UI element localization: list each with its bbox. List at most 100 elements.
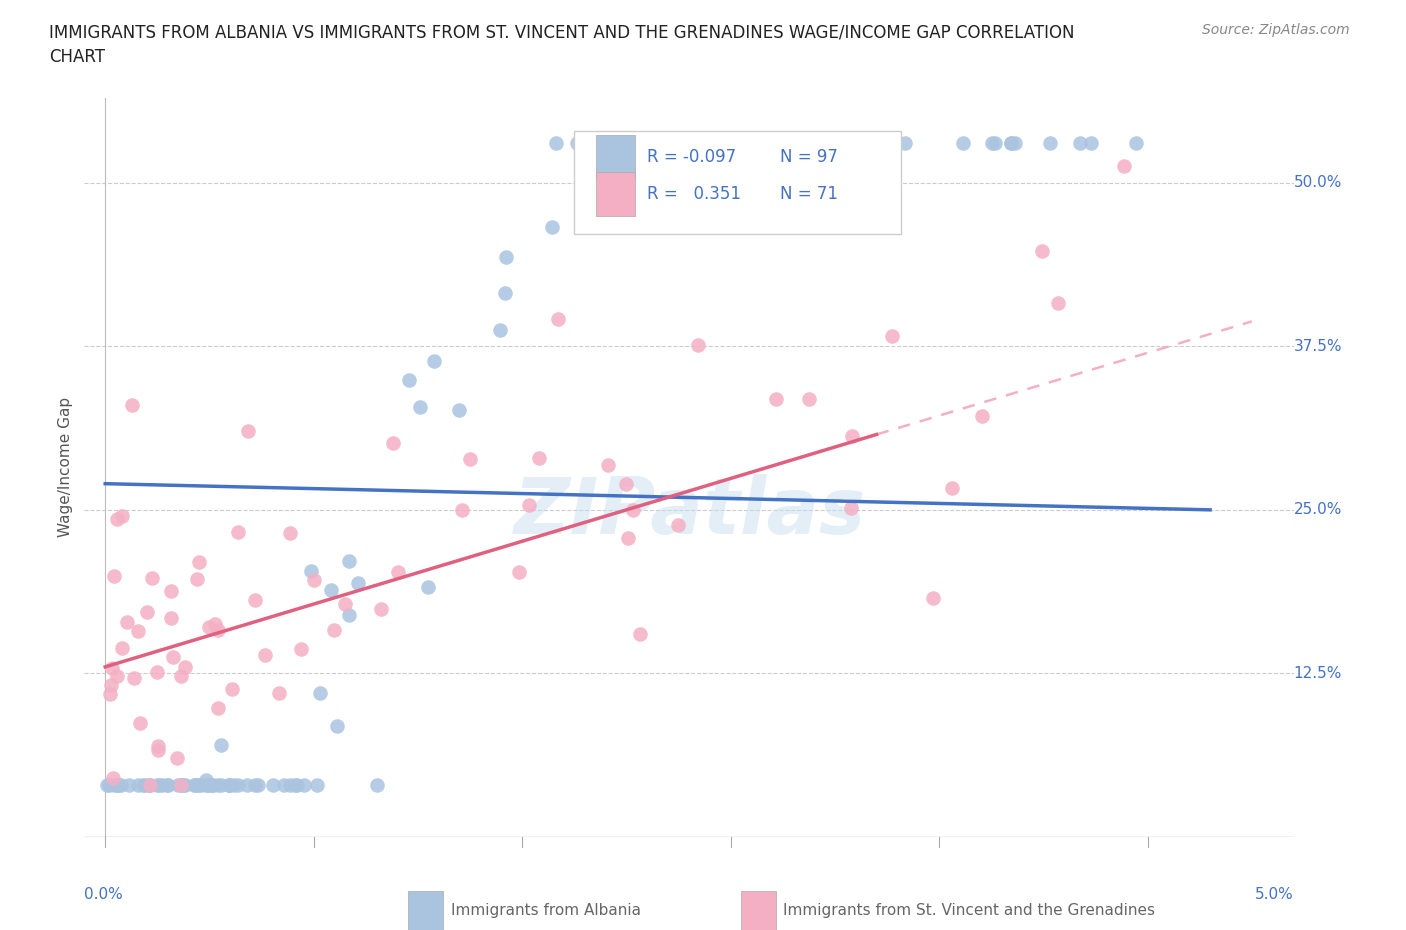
Point <box>174 777 197 792</box>
Point <box>132 777 155 792</box>
Point <box>319 583 342 598</box>
Point <box>148 777 170 792</box>
Point <box>159 584 181 599</box>
Point <box>765 392 787 406</box>
Point <box>148 738 170 753</box>
Point <box>1112 159 1135 174</box>
Point <box>157 777 180 792</box>
Point <box>197 777 219 792</box>
Point <box>201 777 224 792</box>
Text: CHART: CHART <box>49 48 105 66</box>
Point <box>308 685 330 700</box>
FancyBboxPatch shape <box>596 172 634 216</box>
Text: IMMIGRANTS FROM ALBANIA VS IMMIGRANTS FROM ST. VINCENT AND THE GRENADINES WAGE/I: IMMIGRANTS FROM ALBANIA VS IMMIGRANTS FR… <box>49 23 1074 41</box>
Point <box>302 572 325 587</box>
Point <box>141 570 163 585</box>
Point <box>262 777 284 792</box>
Point <box>103 777 125 792</box>
Point <box>450 503 472 518</box>
Point <box>718 136 741 151</box>
Point <box>194 777 217 792</box>
Point <box>517 498 540 512</box>
Point <box>337 608 360 623</box>
Point <box>381 436 404 451</box>
Point <box>207 622 229 637</box>
Point <box>139 777 162 792</box>
FancyBboxPatch shape <box>741 891 776 930</box>
Point <box>194 773 217 788</box>
Point <box>366 777 388 792</box>
Point <box>527 450 550 465</box>
Point <box>984 136 1007 151</box>
Point <box>578 138 600 153</box>
Point <box>183 777 205 792</box>
Point <box>1069 136 1091 151</box>
Point <box>117 615 139 630</box>
Point <box>1031 244 1053 259</box>
Point <box>100 678 122 693</box>
Point <box>207 777 229 792</box>
Point <box>169 669 191 684</box>
Point <box>508 565 530 579</box>
Point <box>398 372 420 387</box>
Point <box>278 777 301 792</box>
Point <box>307 777 329 792</box>
Point <box>209 737 232 752</box>
Point <box>458 451 481 466</box>
Point <box>111 641 134 656</box>
Point <box>299 564 322 578</box>
Point <box>148 742 170 757</box>
Text: R =   0.351: R = 0.351 <box>647 185 741 203</box>
Point <box>105 777 128 792</box>
Point <box>706 136 728 151</box>
Point <box>183 777 205 792</box>
Point <box>122 671 145 685</box>
Point <box>731 136 754 151</box>
Point <box>190 777 212 792</box>
Point <box>226 777 249 792</box>
Point <box>598 458 620 472</box>
Point <box>544 136 567 151</box>
Point <box>370 601 392 616</box>
Point <box>489 323 512 338</box>
Text: 12.5%: 12.5% <box>1294 666 1341 681</box>
Point <box>127 777 149 792</box>
Point <box>160 611 183 626</box>
Point <box>893 136 915 151</box>
Point <box>172 777 194 792</box>
Point <box>593 136 616 151</box>
Point <box>107 777 129 792</box>
Point <box>207 700 229 715</box>
Point <box>273 777 295 792</box>
Point <box>136 605 159 620</box>
Text: Immigrants from Albania: Immigrants from Albania <box>451 903 641 919</box>
Point <box>156 777 179 792</box>
Point <box>186 777 208 792</box>
Point <box>186 571 208 586</box>
Point <box>110 777 132 792</box>
Point <box>621 502 644 517</box>
Point <box>284 777 307 792</box>
Point <box>267 686 290 701</box>
Text: 37.5%: 37.5% <box>1294 339 1341 353</box>
Point <box>1000 136 1022 151</box>
Point <box>245 592 267 607</box>
Point <box>1125 136 1147 151</box>
Point <box>292 777 315 792</box>
Point <box>187 777 209 792</box>
Point <box>118 777 141 792</box>
Point <box>686 338 709 352</box>
Point <box>209 777 232 792</box>
Point <box>103 770 125 785</box>
Point <box>799 392 821 406</box>
Point <box>547 312 569 326</box>
Point <box>146 665 169 680</box>
Point <box>101 661 124 676</box>
Point <box>603 163 626 178</box>
Point <box>1039 136 1062 151</box>
Point <box>200 777 222 792</box>
Point <box>941 481 963 496</box>
Text: N = 97: N = 97 <box>780 148 838 166</box>
Point <box>839 500 862 515</box>
Point <box>204 617 226 631</box>
